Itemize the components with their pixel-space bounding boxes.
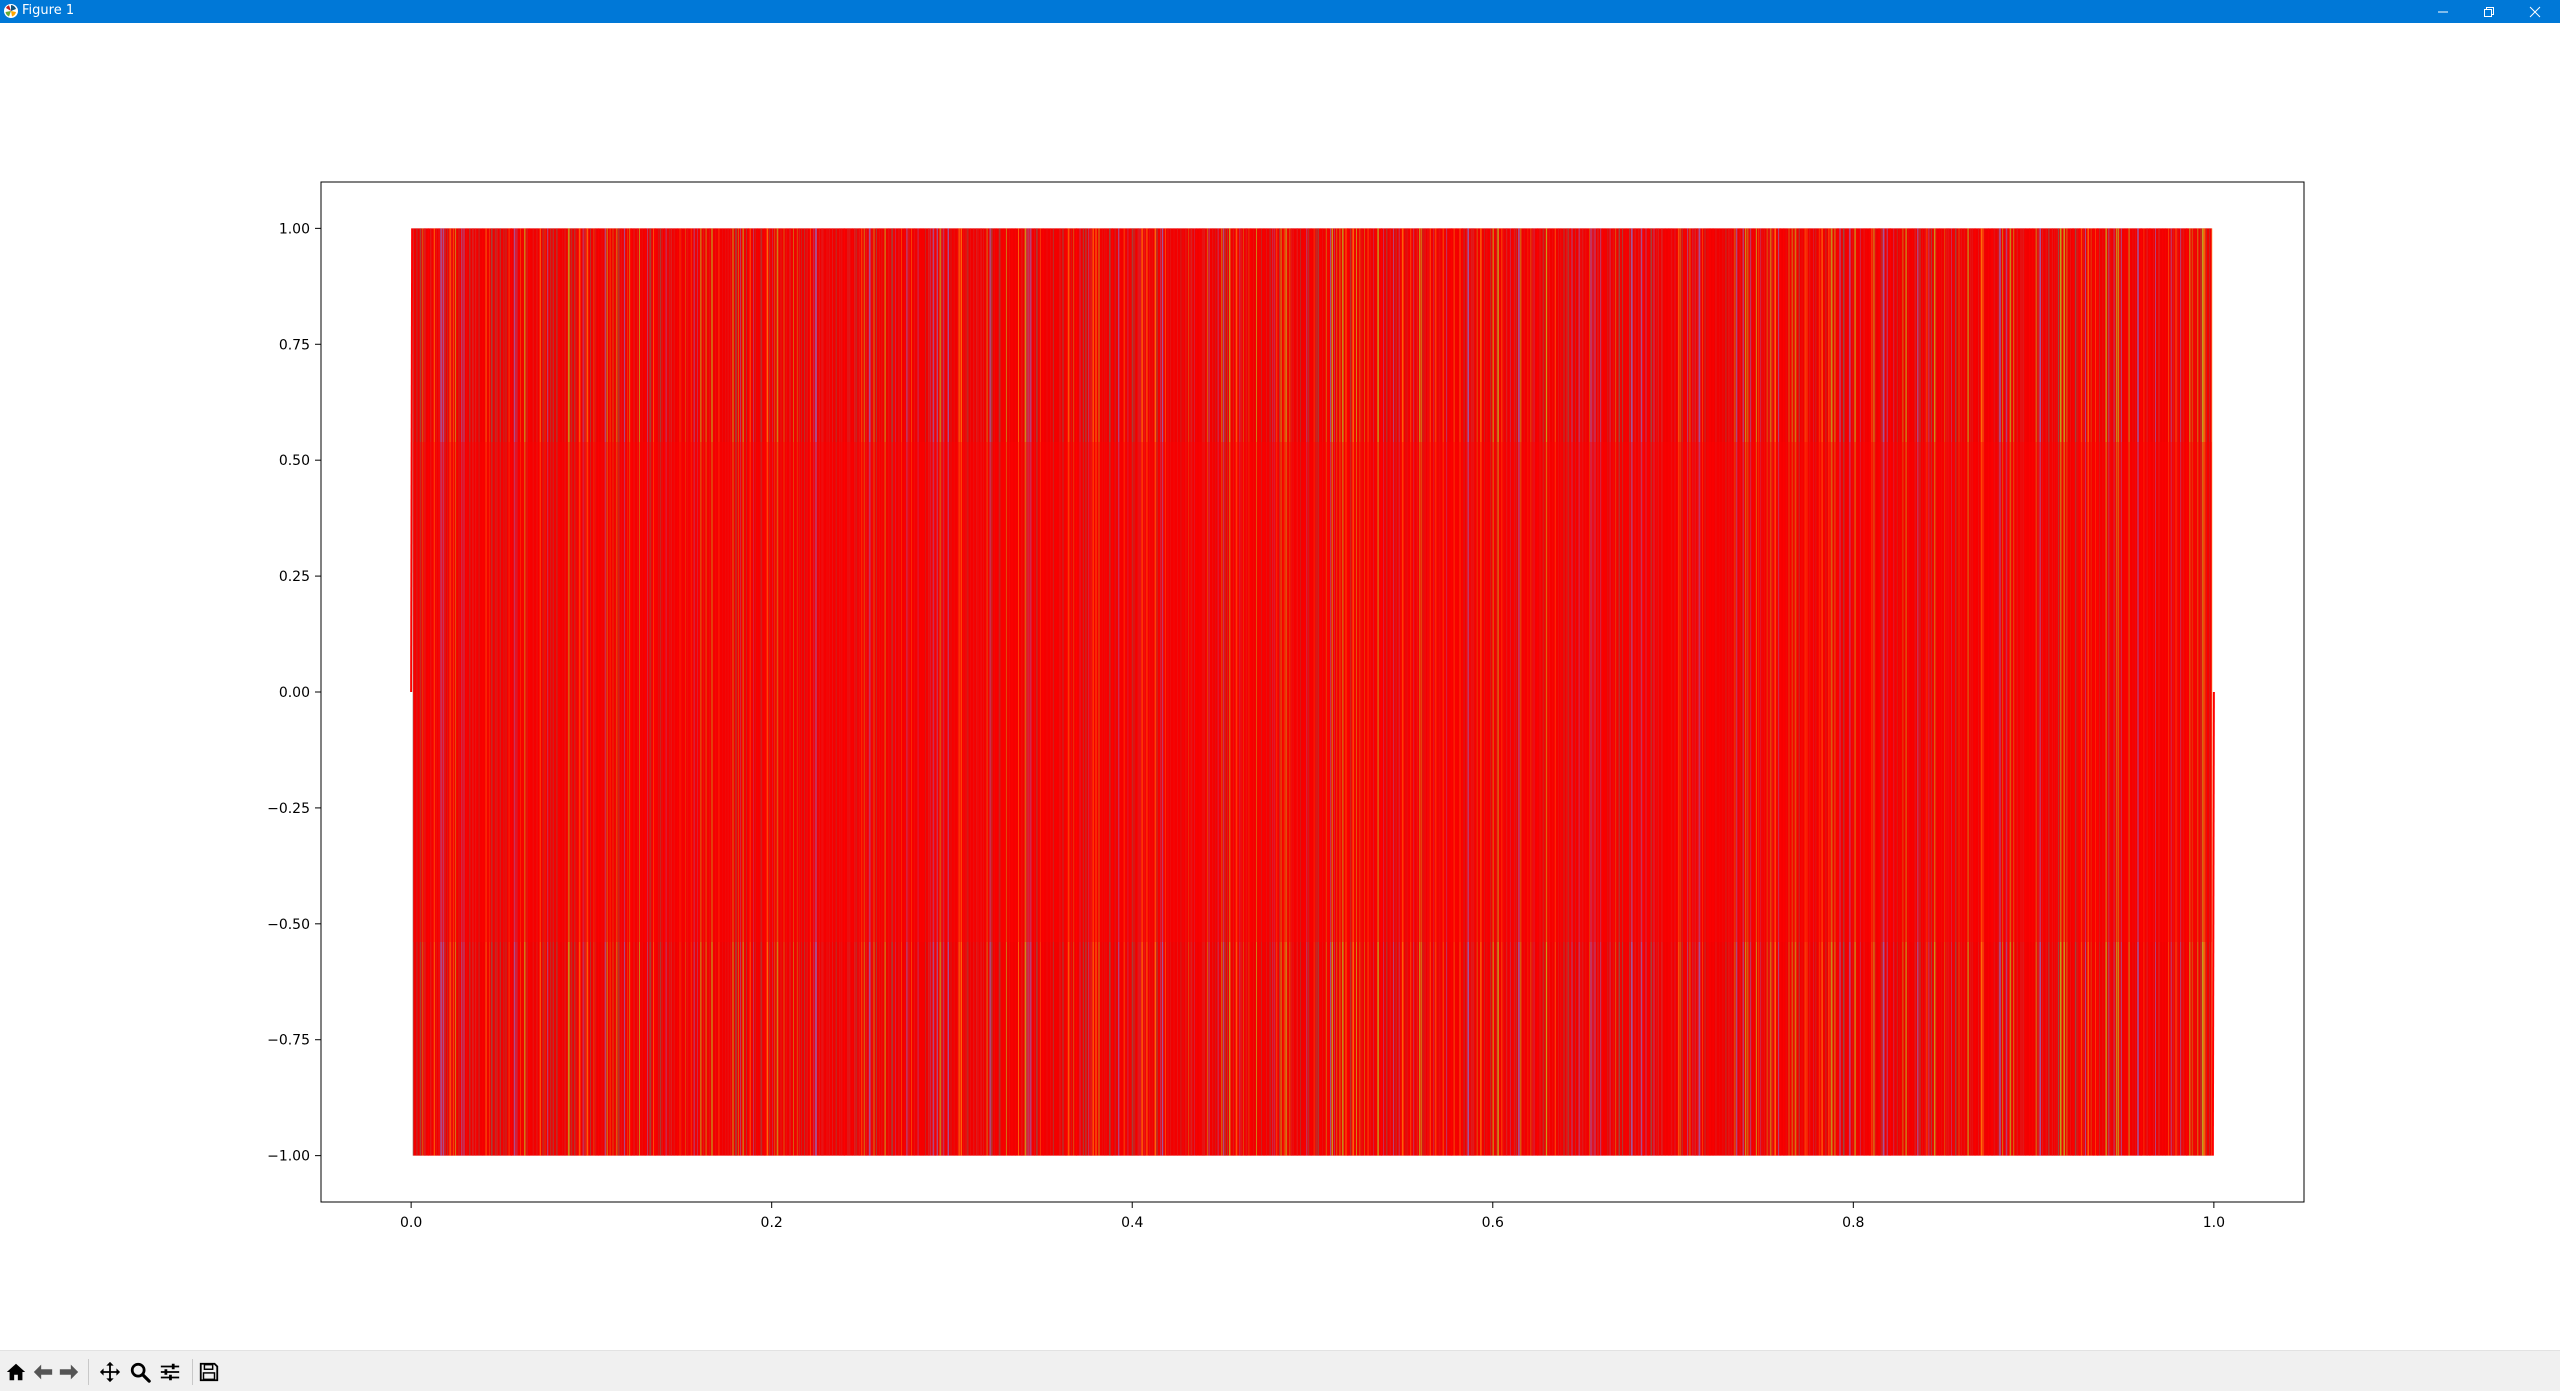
magnifier-icon (130, 1362, 151, 1383)
y-tick-label: 1.00 (279, 221, 310, 237)
series-center-band (413, 442, 2212, 942)
x-tick-label: 1.0 (2203, 1215, 2225, 1231)
zoom-button[interactable] (128, 1360, 152, 1384)
matplotlib-logo-icon (4, 4, 18, 18)
figure-canvas[interactable]: 1.00 0.75 0.50 0.25 0.00 −0.25 −0.50 −0.75 −1.00… (0, 23, 2560, 1350)
x-tick-label: 0.2 (761, 1215, 783, 1231)
sliders-icon (160, 1363, 180, 1381)
x-tick-label: 0.6 (1482, 1215, 1504, 1231)
window-title: Figure 1 (22, 3, 75, 18)
window-title-bar: Figure 1 (0, 0, 2560, 23)
y-tick-label: −1.00 (267, 1149, 310, 1165)
series-edge-line (2211, 691, 2215, 1156)
line-plot: 1.00 0.75 0.50 0.25 0.00 −0.25 −0.50 −0.75 −1.00… (267, 181, 2305, 1231)
y-tick-label: 0.25 (279, 569, 310, 585)
y-tick-label: 0.75 (279, 337, 310, 353)
back-button[interactable] (31, 1360, 55, 1384)
arrow-left-icon (33, 1364, 53, 1380)
home-icon (6, 1363, 26, 1381)
pan-button[interactable] (98, 1360, 122, 1384)
y-axis: 1.00 0.75 0.50 0.25 0.00 −0.25 −0.50 −0.75 −1.00 (267, 221, 321, 1165)
floppy-disk-icon (199, 1362, 219, 1382)
y-tick-label: −0.75 (267, 1033, 310, 1049)
toolbar-separator (192, 1359, 193, 1385)
y-tick-label: 0.50 (279, 453, 310, 469)
x-tick-label: 0.4 (1121, 1215, 1143, 1231)
arrow-right-icon (59, 1364, 79, 1380)
toolbar-separator (88, 1359, 89, 1385)
series-body (413, 228, 2212, 1156)
close-icon (2529, 6, 2541, 17)
x-axis: 0.0 0.2 0.4 0.6 0.8 1.0 (400, 1202, 2225, 1231)
forward-button[interactable] (57, 1360, 81, 1384)
y-tick-label: −0.50 (267, 917, 310, 933)
navigation-toolbar (0, 1350, 2560, 1391)
x-tick-label: 0.8 (1842, 1215, 1864, 1231)
x-tick-label: 0.0 (400, 1215, 422, 1231)
restore-icon (2484, 6, 2494, 17)
move-icon (99, 1361, 121, 1383)
home-button[interactable] (4, 1360, 28, 1384)
restore-button[interactable] (2466, 0, 2512, 23)
save-button[interactable] (197, 1360, 221, 1384)
minimize-button[interactable] (2420, 0, 2466, 23)
minimize-icon (2438, 11, 2448, 12)
series-edge-line (410, 228, 414, 693)
close-button[interactable] (2512, 0, 2558, 23)
y-tick-label: −0.25 (267, 801, 310, 817)
configure-subplots-button[interactable] (158, 1360, 182, 1384)
y-tick-label: 0.00 (279, 685, 310, 701)
series-layer (410, 228, 2215, 1156)
